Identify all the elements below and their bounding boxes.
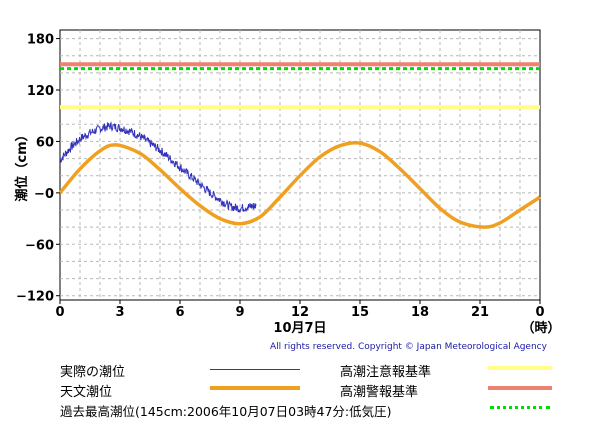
x-axis-unit: （時） <box>521 320 560 336</box>
y-tick-label: 180 <box>27 33 54 48</box>
y-tick-label: 120 <box>27 84 54 99</box>
legend-caution-line <box>488 366 552 370</box>
legend-warning-line <box>488 386 552 390</box>
legend-record-line <box>490 406 550 409</box>
legend-astronomical-line <box>210 386 300 390</box>
copyright-text: All rights reserved. Copyright © Japan M… <box>270 342 547 352</box>
x-tick-label: 15 <box>351 305 369 320</box>
series-observed-tide <box>59 121 257 213</box>
y-tick-label: 60 <box>36 135 54 150</box>
y-tick-label: −0 <box>34 187 54 202</box>
legend-actual-label: 実際の潮位 <box>60 365 126 380</box>
series-astronomical-tide <box>58 141 541 229</box>
legend-record-label: 過去最高潮位(145cm:2006年10月07日03時47分:低気圧) <box>60 404 392 419</box>
y-axis-label: 潮位（cm） <box>14 128 30 201</box>
legend-warning-label: 高潮警報基準 <box>340 385 419 400</box>
y-tick-label: −120 <box>16 290 54 305</box>
legend-astronomical-label: 天文潮位 <box>60 385 113 400</box>
x-tick-label: 0 <box>55 305 64 320</box>
x-tick-label: 18 <box>411 305 429 320</box>
threshold-lines <box>60 62 540 110</box>
x-tick-label: 12 <box>291 305 309 320</box>
legend-caution-label: 高潮注意報基準 <box>340 365 432 380</box>
x-tick-label: 21 <box>471 305 489 320</box>
y-tick-label: −60 <box>25 238 54 253</box>
axis-labels: 0 3 6 9 12 15 18 21 0 180 120 60 −0 −60 −120 <box>16 33 545 320</box>
legend-actual-line <box>210 369 300 370</box>
x-tick-label: 6 <box>175 305 184 320</box>
x-tick-label: 9 <box>235 305 244 320</box>
series-lines <box>58 121 541 229</box>
date-label: 10月7日 <box>273 321 326 336</box>
x-tick-label: 0 <box>535 305 544 320</box>
x-tick-label: 3 <box>115 305 124 320</box>
